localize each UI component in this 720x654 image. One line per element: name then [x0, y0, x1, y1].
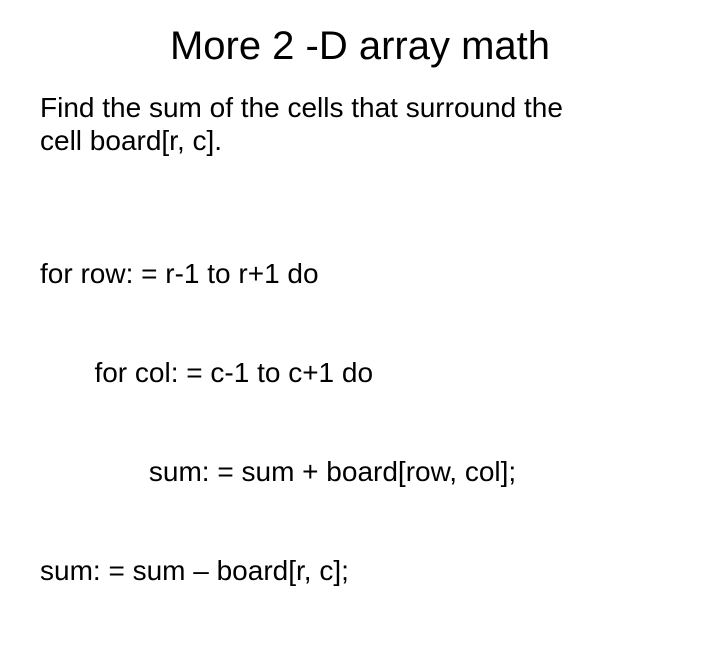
- description-line-2: cell board[r, c].: [40, 124, 680, 157]
- slide-body: Find the sum of the cells that surround …: [40, 91, 680, 654]
- code-line-1: for row: = r-1 to r+1 do: [40, 257, 680, 290]
- code-block: for row: = r-1 to r+1 do for col: = c-1 …: [40, 191, 680, 653]
- code-line-3: sum: = sum + board[row, col];: [40, 455, 680, 488]
- slide-title: More 2 -D array math: [40, 24, 680, 69]
- description-paragraph: Find the sum of the cells that surround …: [40, 91, 680, 157]
- code-line-2: for col: = c-1 to c+1 do: [40, 356, 680, 389]
- slide: More 2 -D array math Find the sum of the…: [0, 0, 720, 540]
- code-line-4: sum: = sum – board[r, c];: [40, 554, 680, 587]
- description-line-1: Find the sum of the cells that surround …: [40, 91, 680, 124]
